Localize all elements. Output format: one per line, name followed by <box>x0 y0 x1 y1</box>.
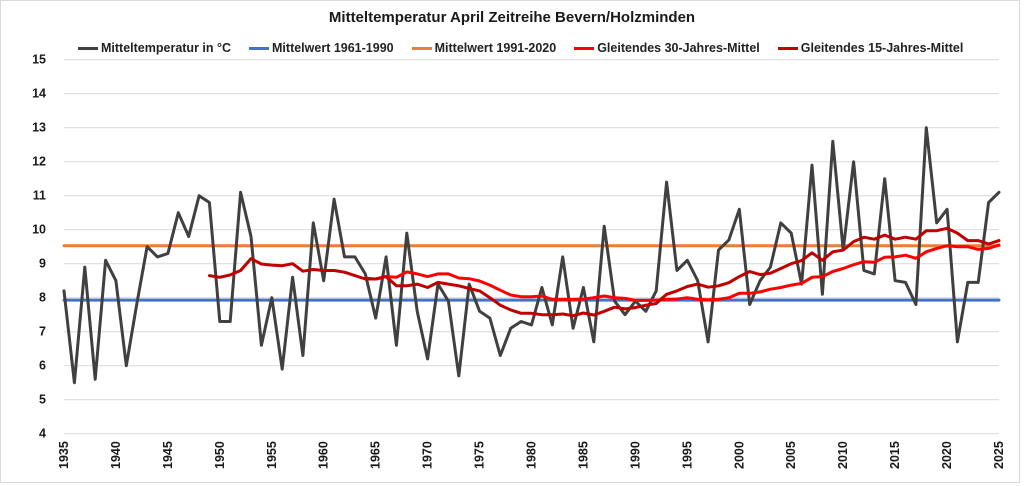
legend-item-mittelwert-1961-1990: Mittelwert 1961-1990 <box>249 41 394 55</box>
legend-label-mittelwert-1961-1990: Mittelwert 1961-1990 <box>272 41 394 55</box>
legend-label-15-jahres-mittel: Gleitendes 15-Jahres-Mittel <box>800 41 964 55</box>
y-axis-ticks: 4 5 6 7 8 9 10 11 12 13 14 15 <box>32 53 46 441</box>
x-tick-label: 2005 <box>784 441 798 469</box>
x-tick-label: 1985 <box>576 441 590 469</box>
legend-swatch-mittelwert-1961-1990 <box>249 46 270 50</box>
x-tick-label: 1975 <box>473 441 487 469</box>
legend-item-mitteltemperatur: Mitteltemperatur in °C <box>78 41 231 55</box>
x-tick-label: 1965 <box>369 441 383 469</box>
y-tick-label: 4 <box>39 427 46 441</box>
legend-item-30-jahres-mittel: Gleitendes 30-Jahres-Mittel <box>574 41 760 55</box>
legend: Mitteltemperatur in °C Mittelwert 1961-1… <box>78 41 963 55</box>
x-tick-label: 1940 <box>109 441 123 469</box>
legend-swatch-30-jahres-mittel <box>574 46 595 50</box>
x-tick-label: 1950 <box>213 441 227 469</box>
x-tick-label: 2010 <box>836 441 850 469</box>
series-line-15-jahres-mittel <box>207 226 1001 318</box>
series-line-mitteltemperatur <box>62 126 1001 385</box>
legend-label-mitteltemperatur: Mitteltemperatur in °C <box>101 41 232 55</box>
x-tick-label: 1960 <box>317 441 331 469</box>
legend-item-mittelwert-1991-2020: Mittelwert 1991-2020 <box>411 41 557 55</box>
y-tick-label: 11 <box>33 189 46 203</box>
series-line-30-jahres-mittel <box>363 243 1001 302</box>
y-tick-label: 14 <box>32 87 46 101</box>
x-tick-label: 1945 <box>161 441 175 469</box>
legend-swatch-mitteltemperatur <box>78 46 98 50</box>
y-tick-label: 15 <box>32 53 46 67</box>
legend-swatch-15-jahres-mittel <box>777 46 798 50</box>
chart-title: Mitteltemperatur April Zeitreihe Bevern/… <box>328 9 696 26</box>
y-tick-label: 13 <box>32 121 46 135</box>
y-tick-label: 8 <box>39 291 46 305</box>
x-tick-label: 1990 <box>628 441 642 469</box>
legend-item-15-jahres-mittel: Gleitendes 15-Jahres-Mittel <box>777 41 964 55</box>
legend-label-mittelwert-1991-2020: Mittelwert 1991-2020 <box>434 41 557 55</box>
y-tick-label: 7 <box>39 325 46 339</box>
x-tick-label: 1935 <box>57 441 71 469</box>
x-axis-ticks: 1935 1940 1945 1950 1955 1960 1965 1970 1975 1980… <box>57 441 1006 469</box>
x-tick-label: 2015 <box>888 441 902 469</box>
x-tick-label: 2000 <box>732 441 746 469</box>
y-tick-label: 5 <box>39 393 46 407</box>
x-tick-label: 1970 <box>421 441 435 469</box>
y-tick-label: 9 <box>39 257 46 271</box>
x-tick-label: 2020 <box>940 441 954 469</box>
series-lines <box>62 126 1001 385</box>
x-tick-label: 2025 <box>992 441 1006 469</box>
legend-label-30-jahres-mittel: Gleitendes 30-Jahres-Mittel <box>597 41 760 55</box>
x-tick-label: 1955 <box>265 441 279 469</box>
x-tick-label: 1980 <box>525 441 539 469</box>
legend-swatch-mittelwert-1991-2020 <box>411 46 432 50</box>
y-tick-label: 6 <box>39 359 46 373</box>
x-tick-label: 1995 <box>680 441 694 469</box>
y-tick-label: 10 <box>32 223 46 237</box>
y-tick-label: 12 <box>32 155 46 169</box>
